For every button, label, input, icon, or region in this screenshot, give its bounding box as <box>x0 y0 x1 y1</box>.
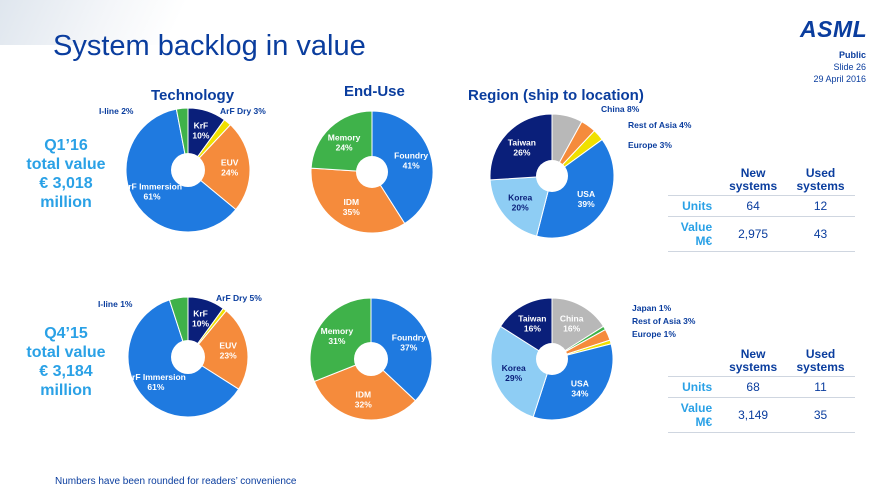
period-total-label: total value <box>26 344 106 361</box>
slice-label-arf-dry: ArF Dry 5% <box>216 293 262 303</box>
cell-value: 43 <box>786 216 855 252</box>
slice-label-idm: IDM 32% <box>355 389 372 409</box>
period-label: Q4’15 <box>44 325 88 342</box>
slice-label-taiwan: Taiwan 16% <box>518 313 546 333</box>
cell-value: 12 <box>786 195 855 217</box>
row-label-units: Units <box>668 376 721 398</box>
slice-label-arf-immersion: ArF Immersion 61% <box>122 181 182 201</box>
slide-number: Slide 26 <box>833 62 866 72</box>
pie-slice-china <box>551 297 605 360</box>
period-total-value: € 3,184 <box>39 363 93 380</box>
slice-label-krf: KrF 10% <box>192 120 209 140</box>
slice-label-usa: USA 34% <box>571 379 589 399</box>
period-total-label: total value <box>26 156 106 173</box>
cell-value: 68 <box>720 376 787 398</box>
slice-label-arf-immersion: ArF Immersion 61% <box>126 372 186 392</box>
slice-label-europe: Europe 3% <box>628 140 672 150</box>
pie-slice-usa <box>535 138 615 239</box>
slice-label-taiwan: Taiwan 26% <box>508 138 536 158</box>
col-header-used: Used systems <box>796 347 845 374</box>
period-summary-q1-16: Q1’16 total value € 3,018 million <box>16 136 116 212</box>
donut-hole <box>354 342 388 376</box>
slice-label-i-line: I-line 2% <box>99 106 134 116</box>
table-row: Units 68 11 <box>668 376 855 398</box>
pie-slice-euv <box>187 124 251 211</box>
footnote: Numbers have been rounded for readers’ c… <box>55 476 297 487</box>
pie-slice-korea <box>490 325 553 418</box>
period-total-unit: million <box>40 194 92 211</box>
pie-slice-euv <box>187 310 249 390</box>
period-label: Q1’16 <box>44 137 88 154</box>
table-row: Value M€ 3,149 35 <box>668 397 855 433</box>
slice-label-foundry: Foundry 41% <box>394 151 428 171</box>
row-label-units: Units <box>668 195 721 217</box>
table-row: Value M€ 2,975 43 <box>668 216 855 252</box>
donut-hole <box>536 343 568 375</box>
table-row: Units 64 12 <box>668 195 855 217</box>
page-title: System backlog in value <box>53 30 366 62</box>
pie-slice-taiwan <box>489 113 553 181</box>
slice-label-china: China 16% <box>560 313 584 333</box>
slice-label-idm: IDM 35% <box>343 197 360 217</box>
row-label-value: Value M€ <box>668 397 721 433</box>
cell-value: 11 <box>786 376 855 398</box>
section-title-region: Region (ship to location) <box>468 87 644 104</box>
cell-value: 35 <box>786 397 855 433</box>
section-title-technology: Technology <box>151 87 235 104</box>
slice-label-i-line: I-line 1% <box>98 299 133 309</box>
slice-label-krf: KrF 10% <box>192 308 209 328</box>
slice-label-korea: Korea 29% <box>502 363 526 383</box>
classification-label: Public <box>838 50 866 60</box>
slice-label-euv: EUV 24% <box>221 157 239 177</box>
col-header-new: New systems <box>729 347 778 374</box>
pie-slice-taiwan <box>499 297 553 360</box>
slice-label-korea: Korea 20% <box>508 192 532 212</box>
slice-label-memory: Memory 24% <box>328 132 361 152</box>
slice-label-memory: Memory 31% <box>321 326 354 346</box>
donut-hole <box>171 340 205 374</box>
systems-table-q4-15: New systems Used systems Units 68 11 Val… <box>668 348 855 433</box>
donut-hole <box>536 160 568 192</box>
slice-label-euv: EUV 23% <box>219 341 237 361</box>
cell-value: 64 <box>720 195 787 217</box>
donut-hole <box>356 156 388 188</box>
col-header-used: Used systems <box>796 166 845 193</box>
slice-label-rest-of-asia: Rest of Asia 4% <box>628 120 692 130</box>
slide-date: 29 April 2016 <box>813 74 866 84</box>
slice-label-japan: Japan 1% <box>632 303 672 313</box>
asml-logo: ASML <box>800 16 868 42</box>
slice-label-rest-of-asia: Rest of Asia 3% <box>632 316 696 326</box>
corner-decoration <box>0 0 230 45</box>
period-total-unit: million <box>40 382 92 399</box>
pie-slice-idm <box>313 358 417 421</box>
row-label-value: Value M€ <box>668 216 721 252</box>
slice-label-arf-dry: ArF Dry 3% <box>220 106 266 116</box>
period-total-value: € 3,018 <box>39 175 93 192</box>
pie-slice-memory <box>310 110 373 173</box>
slice-label-china: China 8% <box>601 104 640 114</box>
donut-hole <box>171 153 205 187</box>
pie-slice-idm <box>310 167 406 234</box>
cell-value: 2,975 <box>720 216 787 252</box>
cell-value: 3,149 <box>720 397 787 433</box>
col-header-new: New systems <box>729 166 778 193</box>
systems-table-q1-16: New systems Used systems Units 64 12 Val… <box>668 167 855 252</box>
slice-label-foundry: Foundry 37% <box>392 333 426 353</box>
section-title-end-use: End-Use <box>344 83 405 100</box>
pie-slice-korea <box>489 175 553 237</box>
period-summary-q4-15: Q4’15 total value € 3,184 million <box>16 324 116 400</box>
pie-slice-foundry <box>370 297 433 402</box>
slice-label-europe: Europe 1% <box>632 329 676 339</box>
slice-label-usa: USA 39% <box>577 189 595 209</box>
